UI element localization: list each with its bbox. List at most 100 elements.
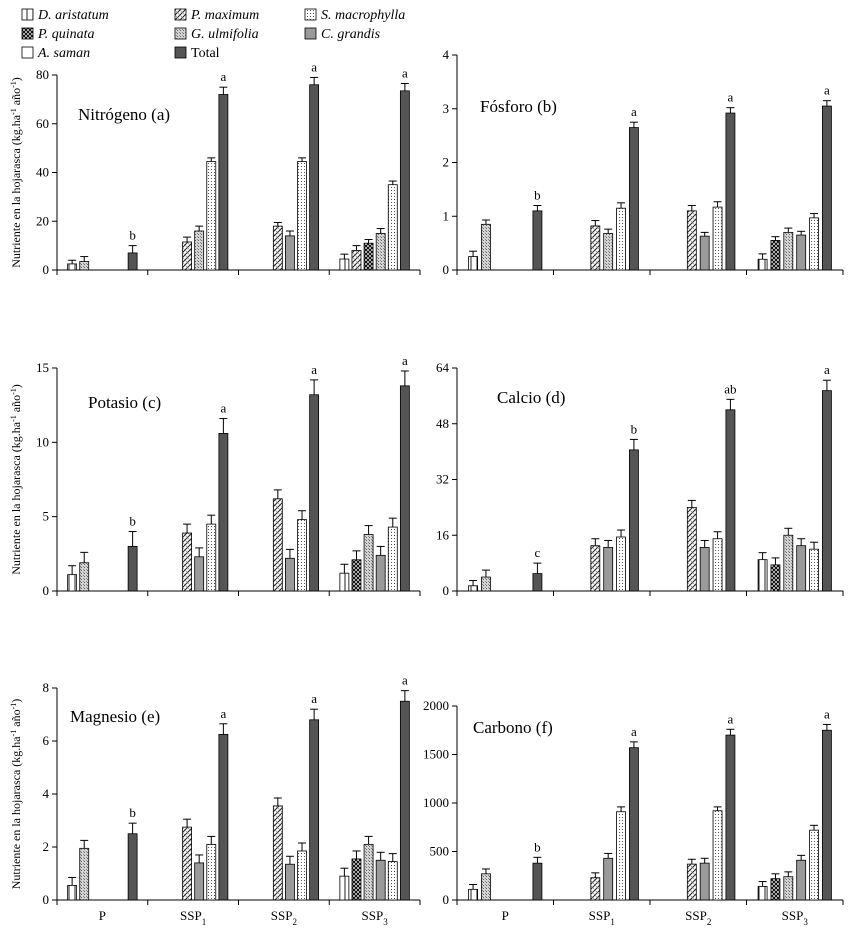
bar-total [309, 719, 320, 901]
panel-magnesio-e: 0 2 4 6 8 Magnesio (e) b a a a P SSP1 SSP2 SSP3 Nutrie… [9, 673, 421, 927]
bar-p-maximum [590, 545, 601, 592]
y-tick-label: 60 [36, 116, 49, 131]
significance-label: a [311, 362, 317, 377]
y-tick-label: 80 [36, 67, 49, 82]
bar-s-macrophylla [712, 538, 723, 592]
y-tick-label: 48 [436, 416, 449, 431]
bar-group-ssp2: a [686, 90, 736, 271]
x-category-label: SSP1 [589, 908, 615, 927]
legend-label: G. ulmifolia [191, 27, 259, 42]
bar-s-macrophylla [206, 161, 217, 271]
x-category-label: SSP3 [362, 908, 389, 927]
panel-title: Nitrógeno (a) [78, 105, 170, 124]
bar-d-aristatum [757, 258, 768, 271]
bar-group-p: b [468, 839, 543, 901]
bar-d-aristatum [339, 875, 350, 901]
bar-d-aristatum [67, 263, 78, 271]
panel-potasio-c: 0 5 10 15 Potasio (c) b a a a Nutriente en la hoj… [9, 353, 421, 598]
significance-label: b [129, 805, 136, 820]
bar-p-maximum [686, 506, 697, 592]
legend-swatch [304, 8, 317, 21]
legend-item-c-grandis: C. grandis [304, 27, 381, 42]
y-tick-label: 4 [43, 786, 50, 801]
panel-calcio-d: 0 16 32 48 64 Calcio (d) c b ab a [436, 360, 844, 598]
bar-p-quinata [351, 858, 362, 901]
bar-group-ssp3: a [757, 706, 832, 901]
legend-item-g-ulmifolia: G. ulmifolia [174, 27, 259, 42]
bar-g-ulmifolia [363, 534, 374, 592]
bar-g-ulmifolia [363, 843, 374, 901]
significance-label: a [220, 706, 226, 721]
legend-label: P. maximum [190, 8, 259, 23]
bar-total [218, 94, 229, 271]
significance-label: a [311, 691, 317, 706]
y-tick-label: 2 [43, 839, 50, 854]
bar-group-ssp2: a [686, 711, 736, 901]
legend-label: D. aristatum [37, 8, 109, 23]
legend-swatch [174, 27, 187, 40]
bar-g-ulmifolia [481, 223, 491, 271]
bar-c-grandis [285, 235, 295, 271]
bar-g-ulmifolia [481, 873, 491, 901]
legend-item-d-aristatum: D. aristatum [21, 8, 109, 23]
bar-d-aristatum [468, 888, 478, 901]
bar-total [822, 105, 832, 271]
bar-p-quinata [363, 242, 374, 271]
y-tick-label: 2 [443, 155, 450, 170]
bar-c-grandis [603, 857, 614, 901]
bar-s-macrophylla [297, 519, 307, 592]
bar-c-grandis [796, 234, 807, 271]
bar-total [532, 573, 543, 592]
significance-label: a [402, 673, 408, 688]
y-tick-label: 1000 [423, 795, 449, 810]
significance-label: a [631, 104, 637, 119]
bar-c-grandis [194, 862, 205, 901]
significance-label: a [728, 711, 734, 726]
bar-d-aristatum [468, 256, 478, 271]
bar-total [725, 409, 736, 592]
y-axis-label: Nutriente en la hojarasca (kg.ha-1 año-1… [9, 384, 24, 575]
bar-group-p: b [67, 805, 138, 901]
significance-label: a [824, 83, 830, 98]
bar-total [629, 747, 639, 901]
legend-swatch [304, 27, 317, 40]
bar-s-macrophylla [809, 217, 819, 271]
x-category-label: SSP2 [685, 908, 711, 927]
legend-label: S. macrophylla [321, 8, 405, 23]
bar-group-p: b [468, 188, 543, 271]
bar-c-grandis [699, 547, 710, 592]
y-tick-label: 0 [443, 583, 450, 598]
bar-p-maximum [590, 225, 601, 271]
bar-p-quinata [770, 878, 781, 901]
bar-p-maximum [272, 805, 283, 901]
x-category-label: SSP2 [271, 908, 297, 927]
bar-g-ulmifolia [603, 233, 614, 271]
legend-swatch [21, 46, 34, 59]
significance-label: b [534, 188, 541, 203]
y-tick-label: 3 [443, 101, 450, 116]
bar-d-aristatum [67, 885, 78, 901]
bar-c-grandis [699, 862, 710, 901]
bar-group-p: b [67, 228, 138, 271]
bar-total [629, 127, 639, 271]
bar-total [399, 700, 410, 901]
bar-c-grandis [194, 556, 205, 592]
bar-s-macrophylla [616, 811, 626, 901]
bar-total [399, 385, 410, 592]
legend-item-a-saman: A. saman [21, 46, 90, 61]
y-tick-label: 32 [436, 472, 449, 487]
x-category-label: P [502, 908, 509, 923]
significance-label: a [824, 706, 830, 721]
bar-group-ssp2: a [272, 362, 320, 592]
bar-s-macrophylla [712, 810, 723, 901]
bar-p-quinata [770, 240, 781, 271]
bar-p-maximum [686, 863, 697, 901]
y-tick-label: 8 [43, 680, 50, 695]
panel-carbono-f: 0 500 1000 1500 2000 Carbono (f) b a a a P SSP1 SSP2… [423, 698, 844, 927]
bar-c-grandis [375, 859, 386, 901]
bar-total [218, 433, 229, 592]
bar-p-maximum [351, 250, 362, 271]
bar-group-ssp2: ab [686, 381, 737, 592]
